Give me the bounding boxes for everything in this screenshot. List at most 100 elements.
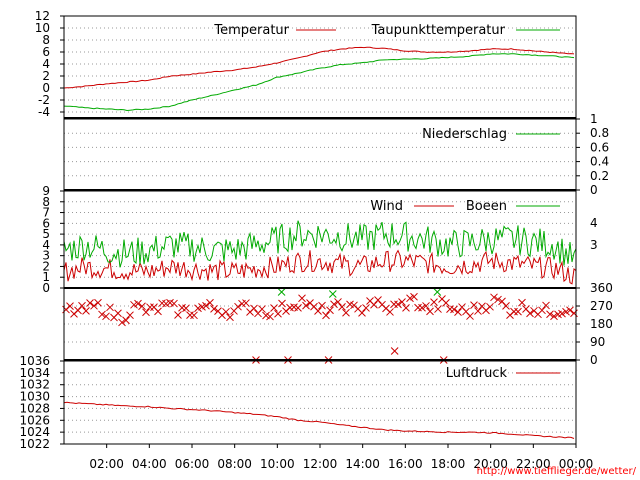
direction-marker — [318, 301, 326, 310]
x-tick-label: 06:00 — [175, 457, 210, 471]
legend-label: Boeen — [466, 199, 507, 214]
direction-marker — [298, 294, 306, 303]
y-tick-label: 1036 — [19, 354, 50, 368]
direction-marker — [202, 301, 210, 310]
direction-marker — [390, 347, 399, 355]
y-tick-label: 8 — [42, 33, 50, 47]
direction-marker — [322, 311, 330, 320]
direction-marker — [350, 301, 358, 310]
direction-marker — [530, 306, 538, 315]
direction-marker — [422, 302, 430, 310]
direction-marker — [334, 298, 342, 306]
direction-marker — [178, 303, 186, 312]
y-tick-label: 10 — [35, 21, 50, 35]
direction-marker — [386, 308, 394, 316]
direction-marker — [310, 302, 318, 311]
x-tick-label: 00:00 — [559, 457, 594, 471]
right-tick-label: 3 — [590, 238, 598, 252]
direction-marker — [82, 307, 90, 315]
direction-marker — [478, 302, 486, 311]
direction-marker — [102, 312, 110, 321]
x-tick-label: 10:00 — [260, 457, 295, 471]
direction-marker — [390, 300, 398, 309]
direction-marker — [106, 303, 114, 312]
direction-marker — [438, 295, 446, 303]
direction-marker — [274, 309, 282, 318]
y-tick-label: 270 — [590, 299, 613, 313]
x-tick-label: 12:00 — [303, 457, 338, 471]
direction-marker — [498, 297, 506, 306]
x-tick-label: 22:00 — [516, 457, 551, 471]
series-line-boeen — [63, 220, 577, 268]
direction-marker — [126, 311, 134, 320]
direction-marker — [138, 302, 146, 311]
direction-marker — [426, 307, 434, 316]
y-tick-label: 9 — [42, 184, 50, 198]
series-line-wind — [63, 249, 577, 285]
y-tick-label: -4 — [38, 105, 50, 119]
direction-marker — [370, 300, 378, 309]
direction-marker — [158, 299, 166, 308]
direction-marker — [362, 304, 370, 312]
direction-marker — [222, 307, 230, 316]
y-tick-label: 0 — [42, 281, 50, 295]
direction-marker — [278, 299, 286, 308]
direction-marker — [314, 307, 322, 315]
credit-text[interactable]: http://www.tiefflieger.de/wetter/ — [477, 466, 637, 477]
direction-marker — [502, 302, 510, 310]
direction-marker — [558, 309, 566, 318]
direction-marker — [414, 303, 422, 312]
y-tick-label: 2 — [42, 259, 50, 273]
direction-marker — [514, 307, 522, 316]
y-tick-label: 1 — [42, 270, 50, 284]
x-axis: 02:00 04:00 06:00 08:00 10:00 12:00 14:00 16:00… — [89, 444, 593, 471]
x-tick-label: 18:00 — [431, 457, 466, 471]
direction-marker — [78, 301, 86, 310]
direction-marker — [458, 303, 466, 311]
direction-marker — [562, 307, 570, 316]
series-line-luftdruck — [63, 401, 575, 439]
direction-marker — [290, 303, 298, 311]
direction-marker — [234, 302, 242, 311]
direction-marker — [382, 304, 390, 313]
y-tick-label: 0 — [590, 353, 598, 367]
direction-marker — [346, 300, 354, 309]
direction-marker — [398, 298, 406, 306]
direction-marker — [114, 309, 122, 318]
direction-marker — [418, 303, 426, 312]
direction-marker — [250, 304, 258, 313]
y-tick-label: 12 — [35, 9, 50, 23]
y-tick-label: 360 — [590, 281, 613, 295]
y-tick-label: 90 — [590, 335, 605, 349]
direction-marker — [206, 298, 214, 307]
direction-marker — [186, 311, 194, 319]
series-line-temperatur — [63, 46, 575, 89]
y-tick-label: 0 — [42, 81, 50, 95]
y-tick-label: 0 — [590, 183, 598, 197]
direction-marker — [154, 307, 162, 316]
y-tick-label: 6 — [42, 45, 50, 59]
legend-label: Taupunkttemperatur — [371, 23, 506, 38]
direction-marker — [366, 297, 374, 305]
panel-precipitation: 00.20.40.60.81 Niederschlag — [63, 112, 609, 197]
legend-label: Luftdruck — [446, 366, 508, 381]
y-tick-label: 1026 — [19, 413, 50, 427]
legend-label: Temperatur — [213, 23, 289, 38]
right-tick-label: 4 — [590, 216, 598, 230]
legend-label: Niederschlag — [422, 127, 507, 142]
direction-marker — [94, 298, 102, 307]
x-tick-label: 20:00 — [473, 457, 508, 471]
y-tick-label: 7 — [42, 206, 50, 220]
direction-marker — [166, 298, 174, 307]
direction-marker — [518, 298, 526, 307]
y-tick-label: 180 — [590, 317, 613, 331]
direction-marker — [90, 301, 98, 310]
direction-marker — [402, 304, 410, 312]
direction-marker — [258, 305, 266, 313]
direction-marker — [538, 306, 546, 315]
